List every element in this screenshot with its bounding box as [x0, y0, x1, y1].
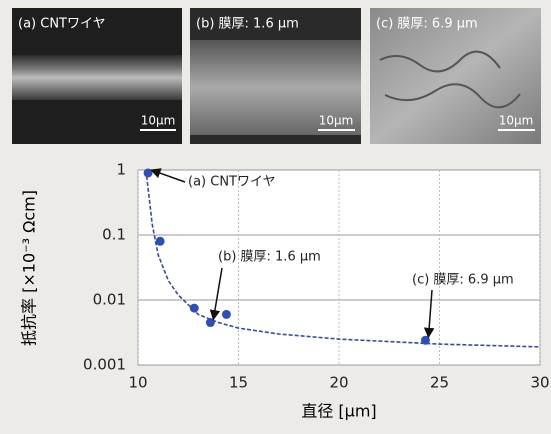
- scale-bar-label: 10μm: [499, 114, 534, 128]
- panel-label: (b) 膜厚: 1.6 μm: [196, 17, 299, 32]
- panel-a: (a) CNTワイヤ 10μm: [12, 8, 182, 144]
- data-point: [190, 304, 199, 313]
- x-tick-label: 20: [329, 374, 348, 392]
- annotation: (a) CNTワイヤ: [188, 175, 276, 190]
- panel-label: (a) CNTワイヤ: [18, 17, 106, 32]
- data-point: [156, 237, 165, 246]
- scale-bar-label: 10μm: [319, 114, 354, 128]
- x-axis-label: 直径 [μm]: [301, 402, 376, 421]
- x-tick-label: 15: [229, 374, 248, 392]
- y-axis-label: 抵抗率 [×10⁻³ Ωcm]: [20, 190, 39, 346]
- y-tick-label: 0.1: [102, 226, 126, 244]
- x-tick-label: 10: [128, 374, 147, 392]
- panel-label: (c) 膜厚: 6.9 μm: [376, 17, 478, 32]
- y-tick-label: 1: [116, 161, 126, 179]
- figure: (a) CNTワイヤ 10μm (b) 膜厚: 1.6 μm 10μm (c) …: [0, 0, 551, 434]
- panel-b: (b) 膜厚: 1.6 μm 10μm: [190, 8, 361, 144]
- annotation: (b) 膜厚: 1.6 μm: [218, 250, 321, 265]
- page: (a) CNTワイヤ 10μm (b) 膜厚: 1.6 μm 10μm (c) …: [0, 0, 551, 434]
- annotation: (c) 膜厚: 6.9 μm: [412, 273, 514, 288]
- data-point: [222, 310, 231, 319]
- scale-bar-label: 10μm: [141, 114, 176, 128]
- panel-c: (c) 膜厚: 6.9 μm 10μm: [370, 8, 541, 144]
- y-tick-label: 0.001: [83, 356, 126, 374]
- y-tick-label: 0.01: [93, 291, 126, 309]
- x-tick-label: 25: [430, 374, 449, 392]
- wire: [12, 55, 182, 100]
- x-tick-label: 30: [530, 374, 549, 392]
